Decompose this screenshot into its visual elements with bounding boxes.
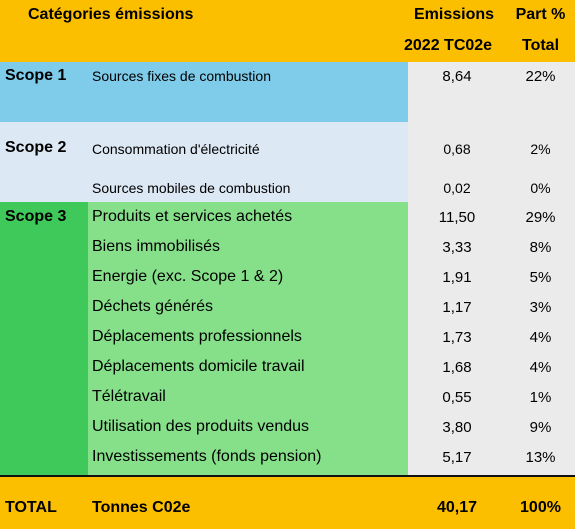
header-share-line2: Total: [521, 37, 560, 54]
scope2-row-label: Sources mobiles de combustion: [92, 180, 291, 196]
scope2-row-value: 0,02: [443, 180, 471, 196]
scope1-row-value: 8,64: [442, 68, 472, 85]
header-category-title: Catégories émissions: [28, 6, 194, 23]
scope3-row-share: 8%: [529, 239, 552, 256]
scope3-row-label: Télétravail: [92, 388, 166, 405]
scope3-value-band: [408, 202, 575, 475]
scope2-row-share: 0%: [530, 180, 551, 196]
scope2-row-label: Consommation d'électricité: [92, 141, 260, 157]
total-label: TOTAL: [5, 499, 57, 516]
scope3-label: Scope 3: [5, 208, 67, 225]
scope3-row-value: 5,17: [442, 449, 472, 466]
total-unit: Tonnes C02e: [92, 499, 191, 516]
scope3-rows-band: [88, 202, 408, 475]
scope2-label: Scope 2: [5, 139, 67, 156]
scope3-row-value: 11,50: [438, 209, 476, 226]
header-emissions-line1: Emissions: [413, 6, 495, 23]
total-separator: [0, 475, 575, 477]
scope3-row-label: Utilisation des produits vendus: [92, 418, 310, 435]
scope1-row-share: 22%: [525, 68, 556, 85]
scope1-label: Scope 1: [5, 67, 67, 84]
scope3-row-share: 13%: [525, 449, 556, 466]
scope3-row-share: 29%: [525, 209, 556, 226]
scope2-row-share: 2%: [530, 141, 551, 157]
header-emissions-line2: 2022 TC02e: [404, 37, 493, 54]
scope3-row-label: Biens immobilisés: [92, 238, 221, 255]
total-band: [0, 477, 575, 529]
header-band: [0, 0, 575, 62]
scope3-row-value: 0,55: [442, 389, 472, 406]
scope3-row-label: Investissements (fonds pension): [92, 448, 322, 465]
scope3-row-value: 3,80: [442, 419, 472, 436]
scope2-value-band: [408, 122, 575, 202]
scope3-row-share: 5%: [529, 269, 552, 286]
total-share: 100%: [520, 499, 561, 516]
header-share-line1: Part %: [515, 6, 566, 23]
scope1-row-label: Sources fixes de combustion: [92, 68, 271, 84]
scope3-row-label: Produits et services achetés: [92, 208, 293, 225]
scope3-row-label: Energie (exc. Scope 1 & 2): [92, 268, 284, 285]
scope3-label-band: [0, 202, 88, 475]
total-value: 40,17: [436, 499, 478, 516]
scope3-row-share: 4%: [529, 359, 552, 376]
scope3-row-value: 1,17: [442, 299, 472, 316]
scope3-row-share: 4%: [529, 329, 552, 346]
scope1-value-band: [408, 62, 575, 122]
scope3-row-share: 9%: [529, 419, 552, 436]
scope2-band: [0, 122, 408, 202]
scope3-row-label: Déplacements domicile travail: [92, 358, 305, 375]
scope3-row-label: Déplacements professionnels: [92, 328, 302, 345]
scope1-band: [0, 62, 408, 122]
scope3-row-label: Déchets générés: [92, 298, 213, 315]
scope3-row-value: 1,91: [442, 269, 472, 286]
scope3-row-share: 3%: [529, 299, 552, 316]
scope3-row-value: 1,68: [442, 359, 472, 376]
scope3-row-value: 3,33: [442, 239, 472, 256]
scope3-row-value: 1,73: [442, 329, 472, 346]
scope2-row-value: 0,68: [443, 141, 471, 157]
scope3-row-share: 1%: [529, 389, 552, 406]
